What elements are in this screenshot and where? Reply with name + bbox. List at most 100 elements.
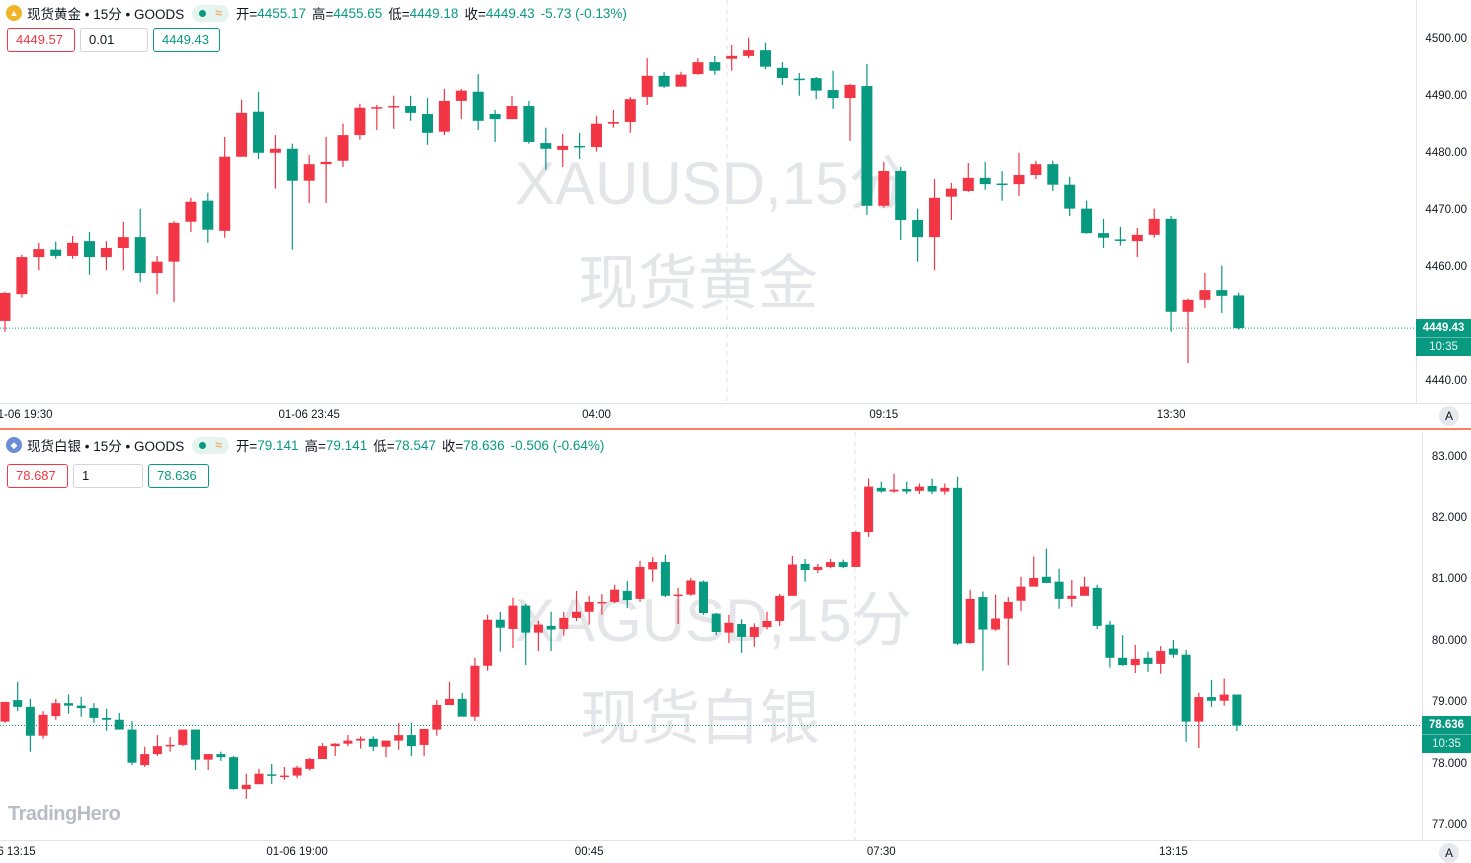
candle[interactable]: [89, 703, 99, 723]
candle[interactable]: [267, 763, 277, 785]
candle[interactable]: [318, 743, 327, 760]
candle[interactable]: [489, 110, 501, 142]
candle[interactable]: [559, 611, 569, 636]
candle[interactable]: [699, 580, 708, 615]
candle[interactable]: [1067, 579, 1077, 607]
candle[interactable]: [216, 751, 226, 761]
candle[interactable]: [337, 123, 349, 168]
candle[interactable]: [962, 163, 974, 193]
candle[interactable]: [1016, 576, 1026, 612]
candle[interactable]: [533, 620, 543, 652]
candle[interactable]: [658, 71, 670, 88]
candle[interactable]: [743, 37, 755, 59]
candle[interactable]: [827, 70, 839, 109]
silver-chart-pane[interactable]: XAGUSD,15分 现货白银 ◆ 现货白银 • 15分 • GOODS ≈ 开…: [0, 432, 1471, 840]
sell-price-button[interactable]: 4449.57: [7, 28, 75, 52]
candle[interactable]: [292, 765, 302, 779]
candle[interactable]: [1216, 265, 1228, 313]
candle[interactable]: [927, 478, 937, 494]
symbol-title[interactable]: 现货黄金 • 15分 • GOODS: [27, 7, 185, 22]
sell-price-button[interactable]: 78.687: [7, 464, 68, 488]
candle[interactable]: [506, 95, 518, 120]
candle[interactable]: [202, 192, 214, 243]
candle[interactable]: [597, 593, 607, 615]
candle[interactable]: [776, 62, 788, 85]
quantity-input[interactable]: 0.01: [80, 28, 148, 52]
candle[interactable]: [610, 584, 620, 604]
candle[interactable]: [793, 72, 805, 96]
candle[interactable]: [641, 58, 653, 105]
candle[interactable]: [16, 254, 28, 298]
candle[interactable]: [851, 530, 861, 567]
candle[interactable]: [1054, 568, 1064, 609]
candle[interactable]: [279, 766, 289, 780]
buy-price-button[interactable]: 78.636: [148, 464, 209, 488]
status-pill[interactable]: ≈: [192, 4, 229, 22]
candle[interactable]: [979, 161, 991, 190]
candle[interactable]: [178, 729, 188, 747]
candle[interactable]: [1143, 651, 1153, 672]
candle[interactable]: [648, 557, 658, 582]
candle[interactable]: [737, 619, 747, 653]
candle[interactable]: [813, 563, 823, 574]
gold-chart-pane[interactable]: XAUUSD,15分 现货黄金 ▲ 现货黄金 • 15分 • GOODS ≈ 开…: [0, 0, 1471, 403]
candle[interactable]: [622, 581, 632, 609]
candle[interactable]: [889, 473, 899, 493]
candle[interactable]: [422, 98, 433, 145]
candle[interactable]: [1199, 273, 1211, 308]
candle[interactable]: [0, 291, 11, 332]
candle[interactable]: [152, 735, 162, 756]
candle[interactable]: [371, 104, 383, 130]
candle[interactable]: [978, 591, 988, 671]
auto-scale-button[interactable]: A: [1439, 843, 1459, 863]
candle[interactable]: [191, 729, 200, 771]
candle[interactable]: [546, 611, 556, 652]
candle[interactable]: [1114, 226, 1126, 246]
auto-scale-button[interactable]: A: [1439, 406, 1459, 426]
candle[interactable]: [895, 167, 907, 240]
candle[interactable]: [470, 657, 480, 721]
candle[interactable]: [1219, 678, 1229, 706]
candle[interactable]: [185, 197, 197, 232]
candle[interactable]: [800, 559, 810, 582]
candle[interactable]: [1064, 176, 1076, 217]
candle[interactable]: [844, 83, 856, 141]
candle[interactable]: [902, 481, 912, 494]
candle[interactable]: [84, 231, 95, 275]
candle[interactable]: [269, 135, 281, 189]
candle[interactable]: [749, 623, 759, 647]
price-axis[interactable]: [1416, 0, 1417, 403]
candle[interactable]: [945, 182, 957, 221]
candle[interactable]: [521, 603, 531, 666]
candle[interactable]: [1148, 208, 1160, 238]
candle[interactable]: [1029, 556, 1039, 587]
candle[interactable]: [912, 208, 924, 262]
candle[interactable]: [709, 55, 721, 75]
candle[interactable]: [25, 698, 35, 752]
candle[interactable]: [572, 590, 581, 621]
candle[interactable]: [1182, 298, 1194, 364]
candle[interactable]: [117, 221, 129, 271]
status-pill[interactable]: ≈: [192, 436, 229, 454]
candle[interactable]: [584, 595, 594, 625]
candle[interactable]: [838, 559, 848, 569]
candle[interactable]: [432, 700, 442, 736]
candle[interactable]: [1233, 292, 1245, 330]
pane-separator[interactable]: [0, 428, 1471, 430]
candle[interactable]: [438, 88, 450, 136]
candle[interactable]: [760, 42, 771, 69]
candle[interactable]: [660, 554, 670, 598]
candle[interactable]: [102, 708, 112, 731]
candle[interactable]: [320, 136, 332, 203]
candle[interactable]: [405, 95, 417, 121]
candle[interactable]: [826, 559, 835, 569]
candle[interactable]: [1156, 646, 1166, 674]
candle[interactable]: [508, 597, 518, 648]
candle[interactable]: [1118, 635, 1128, 666]
candle[interactable]: [591, 115, 602, 152]
candle[interactable]: [1003, 597, 1013, 666]
candle[interactable]: [1130, 644, 1140, 674]
candle[interactable]: [1194, 692, 1204, 748]
candle[interactable]: [134, 208, 146, 283]
candle[interactable]: [996, 171, 1008, 201]
